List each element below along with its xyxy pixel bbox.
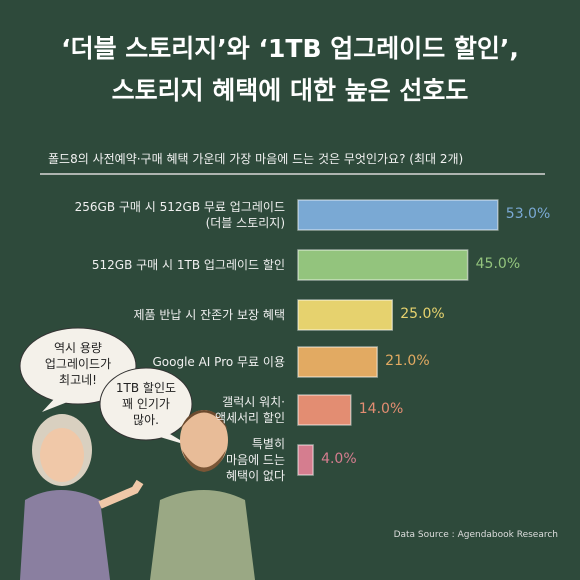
category-label: 갤럭시 워치· 액세서리 할인 [214, 395, 285, 425]
subtitle: 폴드8의 사전예약·구매 혜택 가운데 가장 마음에 드는 것은 무엇인가요? … [48, 152, 464, 166]
value-label: 14.0% [358, 401, 404, 417]
source: Data Source : Agendabook Research [393, 530, 558, 540]
bar [297, 346, 378, 378]
category-label: 256GB 구매 시 512GB 무료 업그레이드 (더블 스토리지) [74, 200, 285, 230]
bar [297, 444, 314, 476]
category-label: 512GB 구매 시 1TB 업그레이드 할인 [91, 258, 285, 272]
person-woman [20, 414, 144, 580]
bubble [99, 367, 193, 441]
bar [297, 249, 469, 281]
annotation: 1TB 할인도 꽤 인기가 많아. [115, 381, 177, 427]
category-label: 특별히 마음에 드는 혜택이 없다 [225, 437, 285, 483]
bar [297, 299, 393, 331]
bar [297, 394, 352, 426]
value-label: 4.0% [321, 451, 357, 467]
category-label: Google AI Pro 무료 이용 [152, 355, 285, 369]
person-man [150, 410, 255, 580]
category-label: 제품 반납 시 잔존가 보장 혜택 [133, 308, 285, 322]
annotation: 역시 용량 업그레이드가 최고네! [44, 341, 112, 387]
chart-title: ‘더블 스토리지’와 ‘1TB 업그레이드 할인’, 스토리지 혜택에 대한 높… [61, 34, 519, 105]
value-label: 21.0% [385, 353, 430, 369]
value-label: 25.0% [400, 306, 445, 322]
bubble-tail [42, 398, 70, 412]
value-label: 53.0% [505, 206, 551, 222]
value-label: 45.0% [475, 256, 521, 272]
bar [297, 199, 499, 231]
